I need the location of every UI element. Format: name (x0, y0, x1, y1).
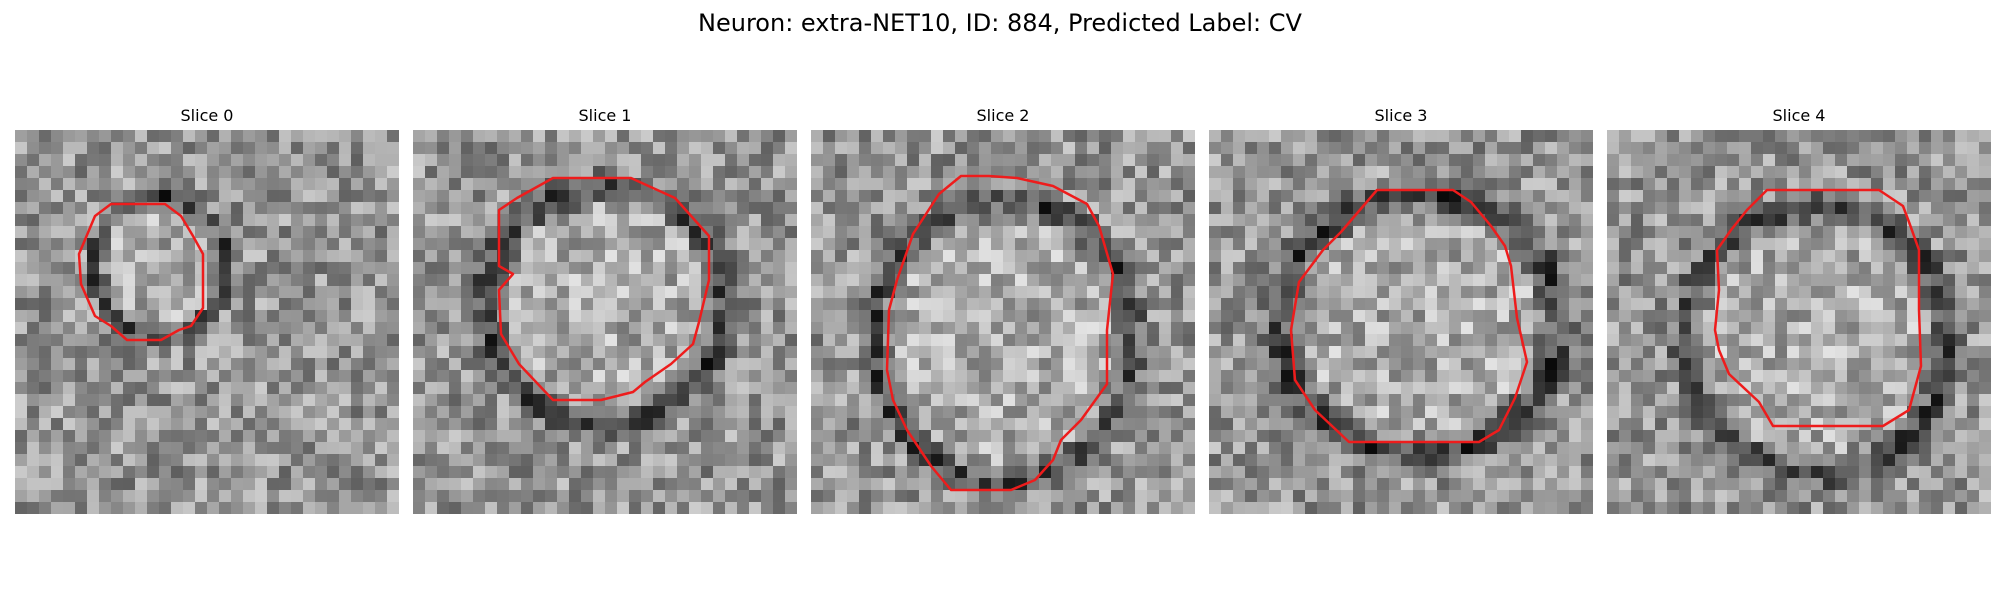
figure-title: Neuron: extra-NET10, ID: 884, Predicted … (698, 9, 1302, 37)
micrograph-pixels (413, 130, 797, 514)
slice-panel-0: Slice 0 (15, 106, 399, 514)
slice-title: Slice 2 (976, 106, 1030, 125)
micrograph-pixels (15, 130, 399, 514)
segmentation-contour (497, 176, 711, 402)
slice-image (1607, 130, 1991, 514)
micrograph-pixels (811, 130, 1195, 514)
slice-title: Slice 0 (180, 106, 234, 125)
slice-image (15, 130, 399, 514)
micrograph-pixels (1607, 130, 1991, 514)
slice-panel-1: Slice 1 (413, 106, 797, 514)
slice-image (413, 130, 797, 514)
slice-title: Slice 1 (578, 106, 632, 125)
slice-panel-4: Slice 4 (1607, 106, 1991, 514)
segmentation-contour (885, 174, 1115, 492)
slice-panel-3: Slice 3 (1209, 106, 1593, 514)
segmentation-contour (77, 202, 205, 342)
micrograph-pixels (1209, 130, 1593, 514)
segmentation-contour (1713, 188, 1923, 428)
slice-image (811, 130, 1195, 514)
slice-title: Slice 3 (1374, 106, 1428, 125)
slice-title: Slice 4 (1772, 106, 1826, 125)
segmentation-contour (1289, 188, 1529, 444)
slice-image (1209, 130, 1593, 514)
slice-panel-2: Slice 2 (811, 106, 1195, 514)
